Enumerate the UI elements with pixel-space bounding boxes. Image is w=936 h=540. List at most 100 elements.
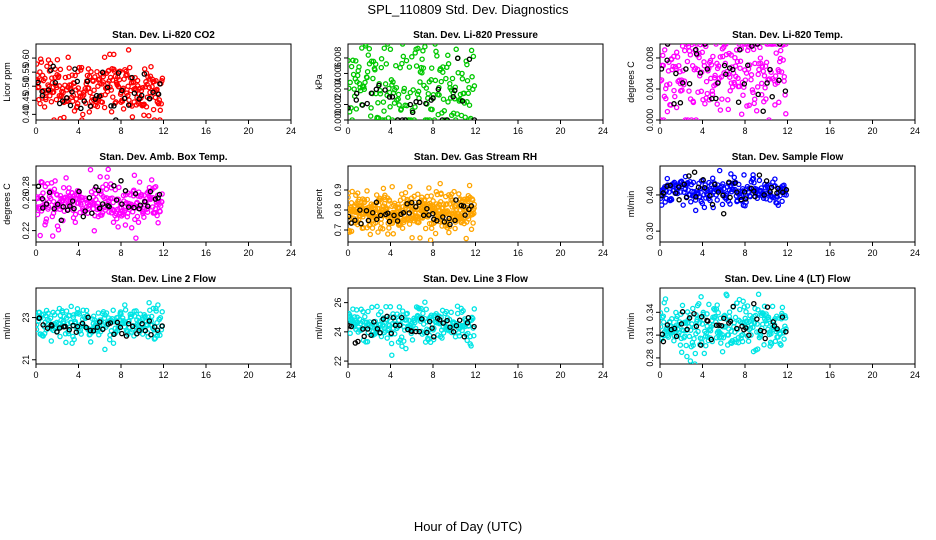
- data-point-hourly: [89, 210, 95, 216]
- data-point-hourly: [420, 212, 427, 219]
- data-point-hourly: [444, 317, 450, 324]
- data-point-hourly: [441, 219, 448, 225]
- data-point-points: [743, 199, 749, 206]
- data-point-points: [688, 199, 694, 205]
- data-point-points: [445, 99, 451, 105]
- data-point-points: [676, 77, 683, 84]
- data-point-hourly: [43, 201, 50, 207]
- data-point-hourly: [434, 217, 440, 224]
- data-point-points: [735, 75, 741, 82]
- data-point-points: [679, 302, 686, 309]
- data-point-points: [351, 86, 357, 92]
- data-point-points: [395, 91, 402, 98]
- data-point-points: [456, 333, 463, 339]
- data-point-hourly: [677, 100, 684, 106]
- data-point-points: [103, 186, 110, 192]
- data-point-points: [420, 48, 426, 54]
- data-point-points: [101, 54, 108, 60]
- data-point-points: [681, 47, 688, 54]
- data-point-points: [419, 194, 425, 200]
- data-point-points: [763, 59, 770, 66]
- data-point-hourly: [348, 220, 354, 226]
- data-point-points: [426, 117, 433, 120]
- data-point-hourly: [123, 333, 130, 339]
- data-point-points: [104, 174, 110, 180]
- data-point-points: [141, 214, 147, 220]
- data-point-points: [66, 185, 72, 191]
- data-point-hourly: [369, 209, 376, 216]
- data-point-points: [361, 84, 367, 90]
- data-point-hourly: [118, 178, 124, 184]
- data-point-points: [134, 213, 141, 220]
- data-point-points: [88, 69, 94, 75]
- data-point-points: [680, 202, 686, 208]
- data-point-points: [399, 225, 406, 231]
- data-point-points: [716, 167, 723, 174]
- panel-5: Stan. Dev. Gas Stream RH 0 4 8 12 16 20 24 0.7 0.…: [314, 152, 608, 258]
- data-point-points: [424, 319, 430, 325]
- data-point-hourly: [137, 202, 144, 208]
- data-point-points: [152, 94, 159, 101]
- data-point-hourly: [145, 203, 151, 209]
- data-point-hourly: [115, 70, 122, 76]
- data-point-points: [428, 225, 435, 232]
- data-point-points: [710, 322, 716, 328]
- data-point-points: [83, 307, 90, 314]
- x-tick-label: 4: [700, 370, 705, 380]
- data-point-points: [125, 83, 131, 90]
- x-tick-label: 20: [243, 370, 253, 380]
- data-point-points: [52, 178, 58, 184]
- point-layer: [660, 44, 789, 120]
- x-tick-label: 12: [782, 126, 792, 136]
- data-point-points: [436, 218, 443, 225]
- data-point-points: [754, 321, 760, 327]
- data-point-hourly: [40, 322, 46, 328]
- data-point-hourly: [453, 197, 459, 203]
- data-point-points: [717, 107, 724, 113]
- data-point-points: [349, 188, 355, 195]
- data-point-hourly: [113, 117, 119, 120]
- data-point-hourly: [125, 204, 132, 210]
- data-point-points: [71, 336, 77, 343]
- data-point-hourly: [64, 95, 70, 101]
- data-point-hourly: [775, 185, 781, 192]
- data-point-points: [723, 44, 729, 47]
- data-point-points: [74, 100, 81, 107]
- x-tick-label: 12: [470, 370, 480, 380]
- data-point-hourly: [93, 92, 100, 99]
- data-point-points: [69, 72, 75, 78]
- data-point-hourly: [386, 218, 393, 225]
- data-point-hourly: [769, 93, 775, 100]
- data-point-points: [50, 89, 57, 95]
- data-point-points: [150, 106, 157, 113]
- data-point-points: [415, 191, 421, 197]
- data-point-hourly: [111, 331, 117, 338]
- data-point-points: [732, 63, 739, 69]
- data-point-points: [471, 306, 478, 312]
- data-point-points: [368, 105, 374, 111]
- data-point-points: [415, 305, 421, 311]
- data-point-points: [433, 48, 439, 55]
- data-point-hourly: [720, 192, 726, 199]
- data-point-points: [737, 58, 744, 64]
- data-point-hourly: [74, 323, 81, 330]
- panel-title: Stan. Dev. Li-820 Pressure: [413, 30, 538, 41]
- data-point-hourly: [141, 71, 148, 77]
- data-point-points: [756, 66, 762, 73]
- data-point-hourly: [353, 90, 360, 97]
- data-point-hourly: [384, 313, 390, 320]
- data-point-points: [413, 63, 420, 69]
- data-point-points: [381, 108, 387, 114]
- data-point-points: [364, 188, 370, 194]
- data-point-hourly: [413, 328, 419, 335]
- data-point-points: [746, 102, 752, 109]
- data-point-points: [134, 199, 140, 206]
- data-point-points: [724, 292, 730, 299]
- y-tick-label: 0.7: [333, 224, 343, 237]
- data-point-hourly: [359, 102, 366, 108]
- data-point-hourly: [471, 117, 478, 120]
- data-point-hourly: [695, 184, 702, 190]
- panel-title: Stan. Dev. Li-820 CO2: [112, 30, 215, 41]
- data-point-points: [148, 313, 155, 320]
- x-tick-label: 12: [158, 248, 168, 258]
